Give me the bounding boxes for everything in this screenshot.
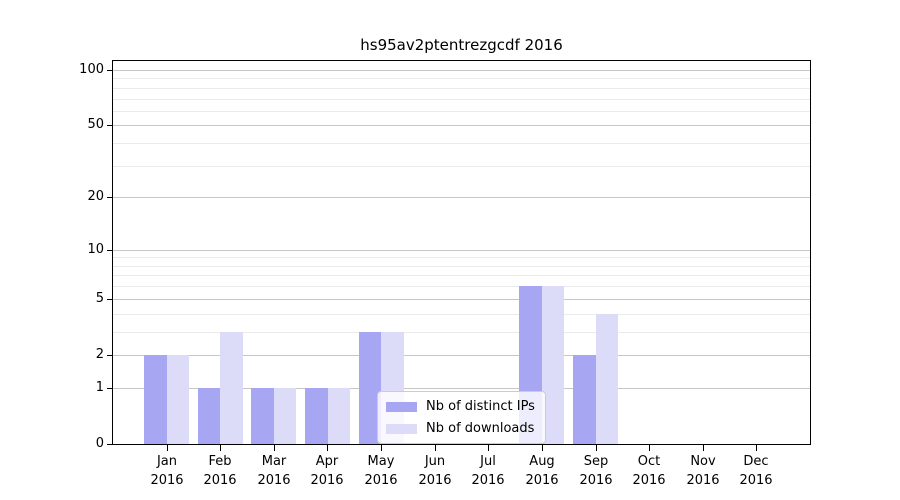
gridline-3	[113, 332, 810, 333]
y-axis-label: 2	[95, 347, 104, 362]
x-axis-tick	[488, 445, 489, 451]
gridline-70	[113, 99, 810, 100]
gridline-9	[113, 257, 810, 258]
x-axis-label-may: May 2016	[364, 454, 398, 488]
y-axis-label: 0	[95, 436, 104, 451]
y-axis-tick	[107, 250, 113, 251]
y-axis-tick	[107, 299, 113, 300]
gridline-1	[113, 388, 810, 389]
gridline-2	[113, 355, 810, 356]
x-axis-label-dec: Dec 2016	[739, 454, 773, 488]
legend-label: Nb of downloads	[426, 421, 535, 436]
x-axis-label-nov: Nov 2016	[686, 454, 720, 488]
bar-nb-of-downloads-sep	[595, 313, 618, 444]
y-axis-tick	[107, 388, 113, 389]
y-axis-label: 100	[79, 62, 104, 77]
gridline-4	[113, 314, 810, 315]
y-axis-label: 10	[87, 242, 104, 257]
legend-swatch-icon	[386, 423, 417, 434]
bar-nb-of-downloads-feb	[220, 331, 243, 444]
y-axis-label: 1	[95, 380, 104, 395]
x-axis-label-aug: Aug 2016	[525, 454, 559, 488]
gridline-50	[113, 125, 810, 126]
gridline-100	[113, 70, 810, 71]
bar-nb-of-distinct-ips-feb	[197, 387, 221, 444]
gridline-10	[113, 250, 810, 251]
legend-entry: Nb of downloads	[386, 421, 536, 436]
bar-nb-of-distinct-ips-apr	[305, 387, 328, 444]
y-axis-label: 20	[87, 189, 104, 204]
legend-label: Nb of distinct IPs	[426, 399, 535, 414]
gridline-20	[113, 197, 810, 198]
x-axis-tick	[435, 445, 436, 451]
bar-nb-of-downloads-aug	[541, 286, 565, 444]
gridline-80	[113, 88, 810, 89]
x-axis-tick	[274, 445, 275, 451]
x-axis-label-feb: Feb 2016	[203, 454, 237, 488]
gridline-90	[113, 78, 810, 79]
x-axis-tick	[703, 445, 704, 451]
x-axis-label-sep: Sep 2016	[579, 454, 613, 488]
gridline-40	[113, 143, 810, 144]
gridline-60	[113, 111, 810, 112]
x-axis-tick	[649, 445, 650, 451]
plot-area: Nb of distinct IPs Nb of downloads	[112, 60, 811, 445]
chart-title: hs95av2ptentrezgcdf 2016	[360, 36, 563, 54]
y-axis-tick	[107, 70, 113, 71]
gridline-30	[113, 166, 810, 167]
legend: Nb of distinct IPs Nb of downloads	[377, 391, 546, 444]
bar-nb-of-downloads-mar	[273, 387, 297, 444]
gridline-5	[113, 299, 810, 300]
x-axis-label-mar: Mar 2016	[257, 454, 291, 488]
x-axis-label-oct: Oct 2016	[632, 454, 666, 488]
x-axis-tick	[327, 445, 328, 451]
bar-nb-of-distinct-ips-sep	[573, 355, 596, 444]
legend-entry: Nb of distinct IPs	[386, 399, 536, 414]
x-axis-label-jan: Jan 2016	[150, 454, 184, 488]
x-axis-tick	[220, 445, 221, 451]
x-axis-label-jul: Jul 2016	[471, 454, 505, 488]
y-axis-tick	[107, 444, 113, 445]
x-axis-tick	[381, 445, 382, 451]
y-axis-tick	[107, 125, 113, 126]
bar-nb-of-downloads-apr	[327, 387, 350, 444]
y-axis-label: 50	[87, 117, 104, 132]
y-axis-tick	[107, 197, 113, 198]
x-axis-tick	[596, 445, 597, 451]
bar-nb-of-distinct-ips-may	[358, 331, 382, 444]
y-axis-label: 5	[95, 291, 104, 306]
x-axis-tick	[167, 445, 168, 451]
gridline-6	[113, 286, 810, 287]
x-axis-label-apr: Apr 2016	[310, 454, 344, 488]
y-axis-tick	[107, 355, 113, 356]
x-axis-label-jun: Jun 2016	[418, 454, 452, 488]
gridline-7	[113, 275, 810, 276]
x-axis-tick	[756, 445, 757, 451]
bar-nb-of-distinct-ips-jan	[144, 355, 167, 444]
x-axis-tick	[542, 445, 543, 451]
legend-swatch-icon	[386, 401, 417, 412]
bar-nb-of-distinct-ips-mar	[251, 387, 274, 444]
gridline-8	[113, 266, 810, 267]
bar-nb-of-downloads-jan	[166, 355, 190, 444]
